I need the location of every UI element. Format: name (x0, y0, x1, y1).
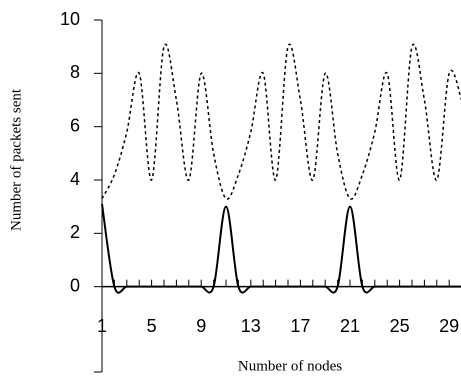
x-tick-label: 21 (340, 316, 360, 336)
y-tick-label: 2 (70, 222, 80, 242)
series-line (101, 203, 461, 294)
y-tick-label: 6 (70, 115, 80, 135)
series-line (101, 43, 461, 200)
x-tick-label: 5 (147, 316, 157, 336)
x-tick-label: 9 (196, 316, 206, 336)
y-tick-label: 8 (70, 62, 80, 82)
y-tick-label: 4 (70, 169, 80, 189)
y-tick-label: 10 (60, 9, 80, 29)
y-tick-label: 0 (70, 275, 80, 295)
x-tick-label: 1 (97, 316, 107, 336)
x-tick-label: 25 (390, 316, 410, 336)
y-axis-label: Number of packets sent (8, 88, 24, 231)
x-axis-label: Number of nodes (238, 358, 342, 374)
x-tick-label: 29 (439, 316, 459, 336)
x-tick-label: 17 (290, 316, 310, 336)
x-tick-label: 13 (241, 316, 261, 336)
